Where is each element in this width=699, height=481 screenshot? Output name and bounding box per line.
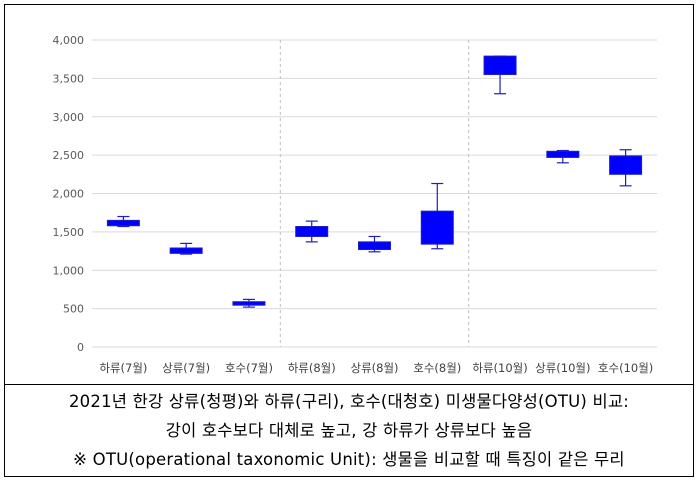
y-tick-label: 2,500 bbox=[53, 149, 85, 162]
x-category-label: 호수(8월) bbox=[413, 361, 461, 375]
y-tick-label: 2,000 bbox=[53, 188, 85, 201]
box-6 bbox=[420, 210, 454, 245]
caption: 2021년 한강 상류(청평)와 하류(구리), 호수(대청호) 미생물다양성(… bbox=[5, 384, 693, 476]
figure-frame: 0 500 1,000 1,500 2,000 2,500 3,000 3,500 4,000 하… bbox=[4, 4, 694, 477]
boxplot-chart: 0 500 1,000 1,500 2,000 2,500 3,000 3,500 4,000 하… bbox=[53, 34, 657, 375]
box-4 bbox=[295, 226, 329, 237]
x-category-label: 하류(8월) bbox=[288, 361, 336, 375]
caption-line-2: 강이 호수보다 대체로 높고, 강 하류가 상류보다 높음 bbox=[165, 421, 533, 440]
x-category-label: 호수(10월) bbox=[598, 361, 653, 375]
box-5 bbox=[358, 241, 391, 251]
chart-area: 0 500 1,000 1,500 2,000 2,500 3,000 3,500 4,000 하… bbox=[5, 5, 693, 384]
y-tick-label: 1,000 bbox=[53, 264, 85, 277]
box-3 bbox=[232, 301, 266, 306]
y-tick-label: 3,000 bbox=[53, 111, 85, 124]
x-category-label: 상류(7월) bbox=[162, 361, 210, 375]
x-category-label: 호수(7월) bbox=[225, 361, 273, 375]
box-7 bbox=[483, 55, 517, 76]
x-category-label: 하류(10월) bbox=[472, 361, 527, 375]
x-category-label: 하류(7월) bbox=[99, 361, 147, 375]
caption-line-1: 2021년 한강 상류(청평)와 하류(구리), 호수(대청호) 미생물다양성(… bbox=[68, 392, 629, 411]
y-tick-label: 3,500 bbox=[53, 72, 85, 85]
x-category-label: 상류(10월) bbox=[535, 361, 590, 375]
y-tick-label: 0 bbox=[77, 341, 84, 354]
x-category-label: 상류(8월) bbox=[350, 361, 398, 375]
y-tick-label: 4,000 bbox=[53, 34, 85, 47]
y-tick-label: 500 bbox=[63, 303, 84, 316]
box-8 bbox=[546, 150, 580, 158]
box-1 bbox=[106, 219, 140, 227]
box-9 bbox=[609, 155, 643, 175]
caption-line-3: ※ OTU(operational taxonomic Unit): 생물을 비… bbox=[73, 450, 625, 469]
box-2 bbox=[169, 247, 203, 254]
y-tick-label: 1,500 bbox=[53, 226, 85, 239]
